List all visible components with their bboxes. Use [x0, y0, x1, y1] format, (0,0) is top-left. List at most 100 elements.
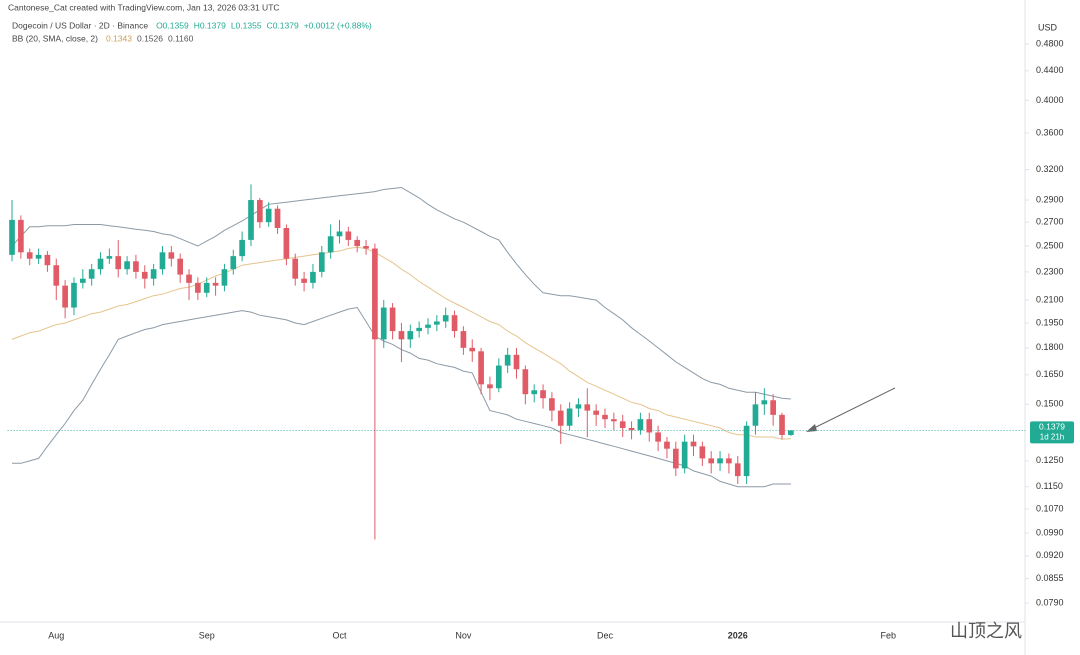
candle-body [407, 331, 414, 340]
candle-body [779, 414, 785, 435]
candle-body [646, 419, 653, 433]
y-tick-label: 0.1150 [1036, 481, 1063, 491]
candle-body [336, 231, 343, 237]
candle-body [363, 246, 369, 249]
x-tick-label: Feb [880, 630, 896, 640]
x-tick-label: 2026 [728, 630, 748, 640]
candle-body [540, 390, 546, 399]
candle-body [655, 432, 661, 442]
candle-body [124, 261, 130, 270]
candle-body [584, 404, 591, 411]
x-tick-label: Nov [455, 630, 472, 640]
candle-body [186, 274, 192, 283]
candle-body [212, 282, 219, 286]
candle-body [97, 258, 104, 270]
candle-body [637, 419, 644, 431]
candle-body [354, 239, 361, 247]
y-tick-label: 0.1250 [1036, 455, 1064, 465]
candle-body [788, 430, 794, 435]
candle-body [451, 315, 458, 332]
y-tick-label: 0.2300 [1036, 266, 1064, 276]
candle-body [672, 448, 679, 469]
candle-body [380, 307, 387, 340]
candle-body [434, 321, 440, 325]
ohlc-readout: +0.0012 (+0.88%) [304, 20, 372, 30]
candle-body [248, 200, 254, 240]
candle-body [292, 258, 299, 279]
candle-body [575, 404, 582, 409]
price-box-value: 0.1379 [1039, 422, 1065, 432]
candle-body [88, 269, 95, 279]
y-tick-label: 0.2900 [1036, 194, 1064, 204]
candle-body [230, 256, 237, 270]
candle-body [593, 410, 599, 415]
x-tick-label: Dec [597, 630, 614, 640]
candle-body [115, 256, 122, 270]
candle-body [478, 351, 484, 385]
candle-body [690, 441, 697, 447]
candle-body [664, 441, 670, 449]
ohlc-readout: O0.1359 [156, 20, 189, 30]
indicator-readout: 0.1526 [137, 33, 163, 43]
candle-body [35, 254, 42, 259]
y-tick-label: 0.4000 [1036, 95, 1064, 105]
candle-body [9, 219, 15, 255]
price-box [1030, 421, 1074, 444]
candle-body [566, 408, 573, 426]
chart-title: Dogecoin / US Dollar · 2D · Binance [12, 20, 148, 30]
candle-body [372, 248, 378, 340]
indicator-label: BB (20, SMA, close, 2) [12, 33, 98, 43]
candle-body [681, 441, 688, 469]
candle-body [628, 427, 635, 431]
arrow-head [806, 424, 817, 432]
candle-body [62, 285, 68, 308]
candle-body [141, 271, 148, 279]
y-tick-label: 0.1070 [1036, 503, 1064, 513]
candle-body [79, 278, 86, 283]
candle-body [487, 384, 493, 389]
y-tick-label: 0.4400 [1036, 65, 1064, 75]
candle-body [717, 458, 723, 464]
candle-body [504, 354, 511, 366]
candle-body [522, 369, 529, 395]
y-tick-label: 0.1650 [1036, 369, 1064, 379]
candle-body [416, 327, 422, 332]
candle-body [265, 208, 272, 223]
candle-body [239, 239, 245, 257]
candle-body [708, 458, 715, 464]
ohlc-readout: L0.1355 [231, 20, 262, 30]
candle-body [274, 208, 281, 228]
candle-body [425, 324, 431, 328]
candle-body [495, 365, 502, 389]
candle-body [611, 419, 617, 422]
candle-body [26, 252, 33, 259]
candle-body [301, 278, 307, 283]
y-tick-label: 0.2100 [1036, 294, 1064, 304]
price-box-countdown: 1d 21h [1040, 433, 1064, 442]
candle-body [557, 410, 564, 426]
candle-body [761, 400, 768, 405]
basis-line [11, 246, 791, 440]
y-tick-label: 0.3200 [1036, 164, 1064, 174]
candle-body [44, 254, 51, 266]
y-tick-label: 0.0790 [1036, 597, 1064, 607]
candle-body [770, 400, 776, 415]
indicator-readout: 0.1160 [168, 33, 194, 43]
y-tick-label: 0.1500 [1036, 399, 1064, 409]
candle-body [283, 227, 290, 259]
candle-body [71, 282, 77, 308]
arrow-line [809, 387, 896, 431]
y-tick-label: 0.2500 [1036, 240, 1064, 250]
candle-body [106, 256, 113, 259]
candle-body [203, 282, 210, 293]
y-tick-label: 0.3600 [1036, 127, 1064, 137]
candle-body [734, 463, 741, 477]
ohlc-readout: C0.1379 [267, 20, 299, 30]
y-tick-label: 0.2700 [1036, 217, 1064, 227]
candle-body [150, 269, 157, 279]
candle-body [726, 458, 732, 464]
y-tick-label: 0.1800 [1036, 342, 1064, 352]
candle-body [549, 398, 555, 411]
candle-body [221, 269, 228, 286]
attribution: Cantonese_Cat created with TradingView.c… [8, 2, 280, 12]
